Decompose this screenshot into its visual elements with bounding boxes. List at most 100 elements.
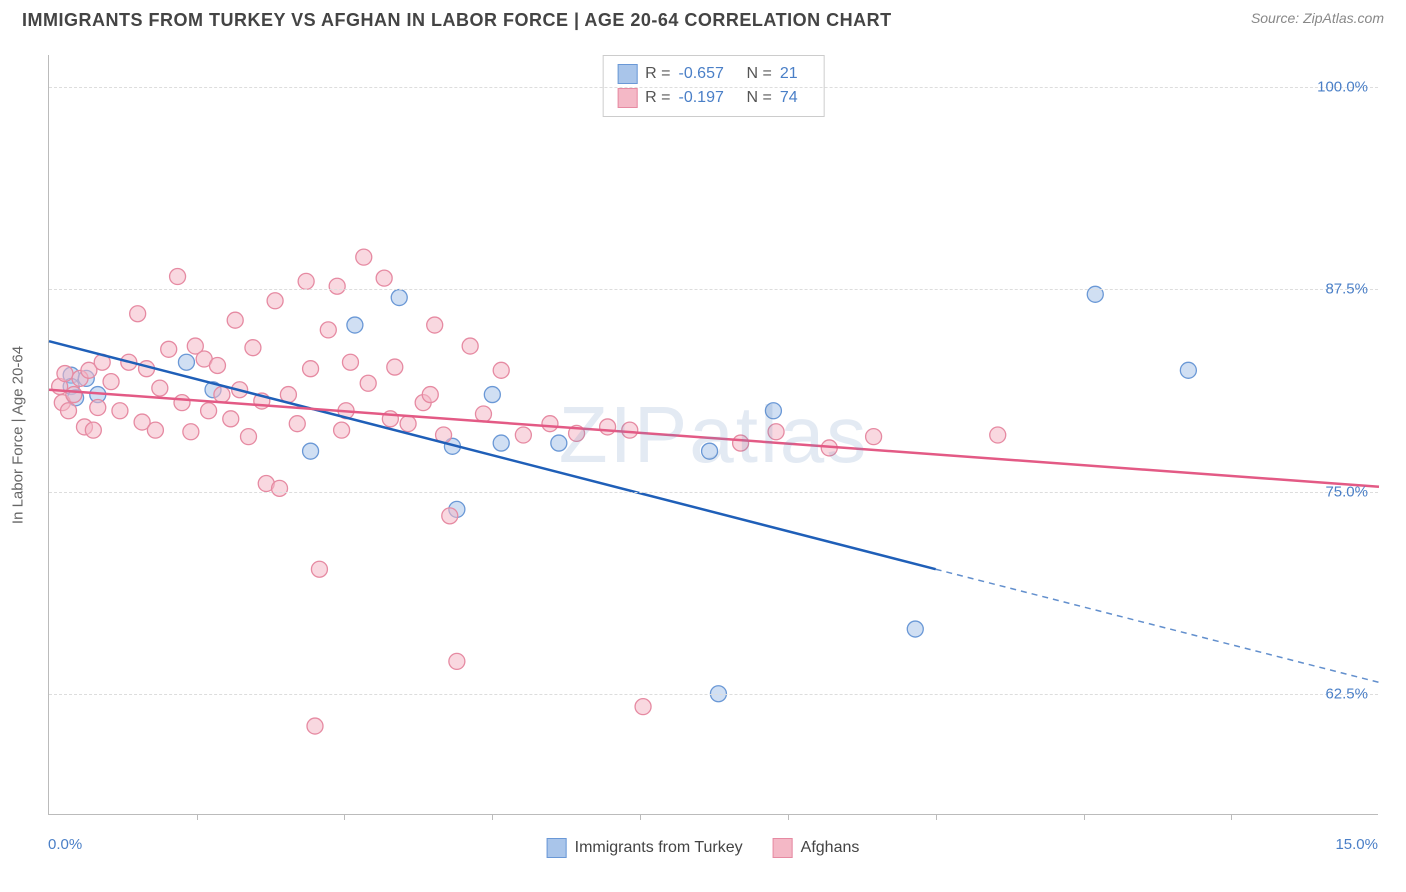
x-min-label: 0.0% bbox=[48, 836, 82, 853]
scatter-point-turkey bbox=[907, 621, 923, 637]
scatter-point-afghans bbox=[161, 341, 177, 357]
legend-stat-row: R = -0.657 N = 21 bbox=[617, 62, 810, 86]
legend-item: Immigrants from Turkey bbox=[547, 838, 743, 858]
y-tick-label: 100.0% bbox=[1317, 79, 1368, 96]
trend-line-turkey bbox=[49, 341, 936, 569]
stat-r-value: -0.197 bbox=[679, 86, 739, 110]
gridline bbox=[49, 289, 1378, 290]
correlation-legend: R = -0.657 N = 21 R = -0.197 N = 74 bbox=[602, 55, 825, 117]
scatter-point-afghans bbox=[600, 419, 616, 435]
scatter-point-afghans bbox=[449, 653, 465, 669]
plot-area: ZIPatlas R =-0.657N =21R =-0.197N =74 62… bbox=[48, 55, 1378, 815]
scatter-point-afghans bbox=[990, 427, 1006, 443]
scatter-point-afghans bbox=[90, 400, 106, 416]
scatter-point-afghans bbox=[61, 403, 77, 419]
stat-n-value: 74 bbox=[780, 86, 810, 110]
trend-line-dashed-turkey bbox=[936, 569, 1379, 682]
scatter-point-afghans bbox=[768, 424, 784, 440]
scatter-point-afghans bbox=[866, 429, 882, 445]
scatter-point-afghans bbox=[493, 362, 509, 378]
legend-swatch bbox=[773, 838, 793, 858]
legend-swatch bbox=[617, 88, 637, 108]
gridline bbox=[49, 492, 1378, 493]
scatter-point-afghans bbox=[223, 411, 239, 427]
scatter-point-afghans bbox=[342, 354, 358, 370]
scatter-point-afghans bbox=[542, 416, 558, 432]
scatter-point-afghans bbox=[170, 269, 186, 285]
gridline bbox=[49, 694, 1378, 695]
legend-swatch bbox=[547, 838, 567, 858]
stat-n-value: 21 bbox=[780, 62, 810, 86]
x-tick bbox=[1084, 814, 1085, 820]
scatter-point-afghans bbox=[214, 387, 230, 403]
scatter-point-afghans bbox=[289, 416, 305, 432]
legend-swatch bbox=[617, 64, 637, 84]
scatter-point-afghans bbox=[174, 395, 190, 411]
gridline bbox=[49, 87, 1378, 88]
scatter-point-afghans bbox=[209, 357, 225, 373]
stat-r-label: R = bbox=[645, 86, 670, 110]
source-attribution: Source: ZipAtlas.com bbox=[1251, 10, 1384, 26]
scatter-point-afghans bbox=[183, 424, 199, 440]
scatter-point-afghans bbox=[400, 416, 416, 432]
x-tick bbox=[197, 814, 198, 820]
scatter-point-afghans bbox=[298, 273, 314, 289]
x-tick bbox=[344, 814, 345, 820]
scatter-point-afghans bbox=[334, 422, 350, 438]
scatter-point-afghans bbox=[427, 317, 443, 333]
scatter-point-turkey bbox=[178, 354, 194, 370]
y-axis-label: In Labor Force | Age 20-64 bbox=[10, 346, 27, 524]
scatter-point-afghans bbox=[635, 699, 651, 715]
y-tick-label: 62.5% bbox=[1325, 685, 1368, 702]
chart-svg bbox=[49, 55, 1379, 815]
scatter-point-afghans bbox=[462, 338, 478, 354]
scatter-point-afghans bbox=[360, 375, 376, 391]
x-tick bbox=[640, 814, 641, 820]
scatter-point-afghans bbox=[103, 374, 119, 390]
scatter-point-afghans bbox=[303, 361, 319, 377]
series-legend: Immigrants from Turkey Afghans bbox=[547, 838, 860, 858]
scatter-point-turkey bbox=[391, 290, 407, 306]
scatter-point-afghans bbox=[376, 270, 392, 286]
stat-r-value: -0.657 bbox=[679, 62, 739, 86]
scatter-point-afghans bbox=[147, 422, 163, 438]
scatter-point-afghans bbox=[272, 480, 288, 496]
x-tick bbox=[936, 814, 937, 820]
x-tick bbox=[788, 814, 789, 820]
scatter-point-afghans bbox=[475, 406, 491, 422]
scatter-point-afghans bbox=[387, 359, 403, 375]
y-tick-label: 75.0% bbox=[1325, 483, 1368, 500]
scatter-point-afghans bbox=[515, 427, 531, 443]
scatter-point-turkey bbox=[347, 317, 363, 333]
scatter-point-afghans bbox=[201, 403, 217, 419]
scatter-point-afghans bbox=[311, 561, 327, 577]
x-tick bbox=[492, 814, 493, 820]
scatter-point-afghans bbox=[57, 366, 73, 382]
legend-item: Afghans bbox=[773, 838, 860, 858]
scatter-point-afghans bbox=[112, 403, 128, 419]
scatter-point-afghans bbox=[733, 435, 749, 451]
stat-n-label: N = bbox=[747, 62, 772, 86]
scatter-point-afghans bbox=[320, 322, 336, 338]
scatter-point-afghans bbox=[442, 508, 458, 524]
x-max-label: 15.0% bbox=[1335, 836, 1378, 853]
scatter-point-turkey bbox=[551, 435, 567, 451]
scatter-point-afghans bbox=[66, 387, 82, 403]
scatter-point-afghans bbox=[85, 422, 101, 438]
scatter-point-afghans bbox=[152, 380, 168, 396]
legend-stat-row: R = -0.197 N = 74 bbox=[617, 86, 810, 110]
scatter-point-turkey bbox=[1180, 362, 1196, 378]
scatter-point-afghans bbox=[227, 312, 243, 328]
legend-label: Afghans bbox=[801, 839, 860, 857]
scatter-point-afghans bbox=[422, 387, 438, 403]
scatter-point-afghans bbox=[267, 293, 283, 309]
scatter-point-afghans bbox=[130, 306, 146, 322]
stat-r-label: R = bbox=[645, 62, 670, 86]
scatter-point-turkey bbox=[765, 403, 781, 419]
chart-title: IMMIGRANTS FROM TURKEY VS AFGHAN IN LABO… bbox=[22, 10, 892, 31]
stat-n-label: N = bbox=[747, 86, 772, 110]
scatter-point-turkey bbox=[303, 443, 319, 459]
y-tick-label: 87.5% bbox=[1325, 281, 1368, 298]
scatter-point-afghans bbox=[245, 340, 261, 356]
scatter-point-turkey bbox=[493, 435, 509, 451]
